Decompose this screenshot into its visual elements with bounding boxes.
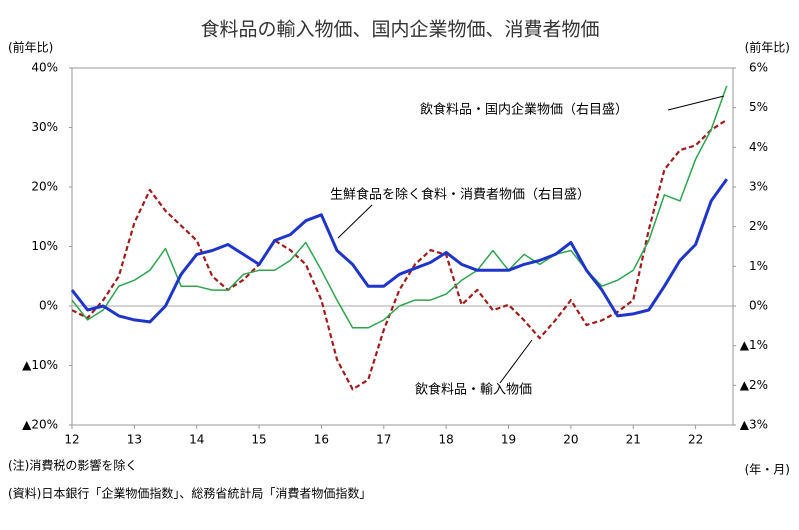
note: (資料)日本銀行「企業物価指数」、総務省統計局「消費者物価指数」 [8, 486, 371, 501]
y2-axis-label: (前年比) [745, 40, 790, 55]
x-tick-label: 16 [314, 433, 329, 447]
x-tick-label: 19 [501, 433, 516, 447]
y2-tick-label: 1% [749, 259, 768, 273]
x-tick-label: 13 [127, 433, 142, 447]
plot-frame [71, 67, 734, 426]
y-tick-label: ▲10% [22, 358, 58, 372]
series-label: 飲食料品・国内企業物価（右目盛） [420, 102, 628, 118]
x-axis-label: (年・月) [745, 463, 790, 477]
y2-tick-label: 3% [749, 180, 768, 194]
y2-tick-label: ▲1% [740, 338, 768, 352]
y-tick-label: 0% [39, 299, 58, 313]
chart-title: 食料品の輸入物価、国内企業物価、消費者物価 [200, 19, 599, 41]
y2-tick-label: ▲2% [740, 378, 768, 392]
x-tick-label: 12 [64, 433, 79, 447]
y2-tick-label: 6% [749, 61, 768, 75]
leader-line [667, 95, 725, 111]
y-tick-label: 20% [31, 180, 58, 194]
x-tick-label: 15 [251, 433, 266, 447]
series-line [71, 85, 728, 329]
y-tick-label: 10% [31, 239, 58, 253]
y-axis-label: (前年比) [8, 40, 53, 55]
y2-tick-label: 4% [749, 140, 768, 154]
note: (注)消費税の影響を除く [8, 458, 137, 473]
y2-tick-label: 2% [749, 219, 768, 233]
y-tick-label: 40% [31, 61, 58, 75]
y-tick-label: ▲20% [22, 418, 58, 432]
series-label: 飲食料品・輸入物価 [415, 382, 532, 398]
leader-line [499, 339, 533, 384]
y2-tick-label: 5% [749, 100, 768, 114]
series-line [71, 118, 728, 391]
series-line [70, 178, 729, 324]
x-tick-label: 17 [376, 433, 391, 447]
y2-tick-label: 0% [749, 299, 768, 313]
y2-tick-label: ▲3% [740, 418, 768, 432]
x-tick-label: 22 [688, 433, 703, 447]
series-label: 生鮮食品を除く食料・消費者物価（右目盛） [330, 187, 590, 203]
leader-line [337, 204, 373, 239]
x-tick-label: 14 [189, 433, 204, 447]
x-tick-label: 21 [626, 433, 641, 447]
y-tick-label: 30% [31, 120, 58, 134]
x-tick-label: 20 [563, 433, 578, 447]
x-tick-label: 18 [439, 433, 454, 447]
